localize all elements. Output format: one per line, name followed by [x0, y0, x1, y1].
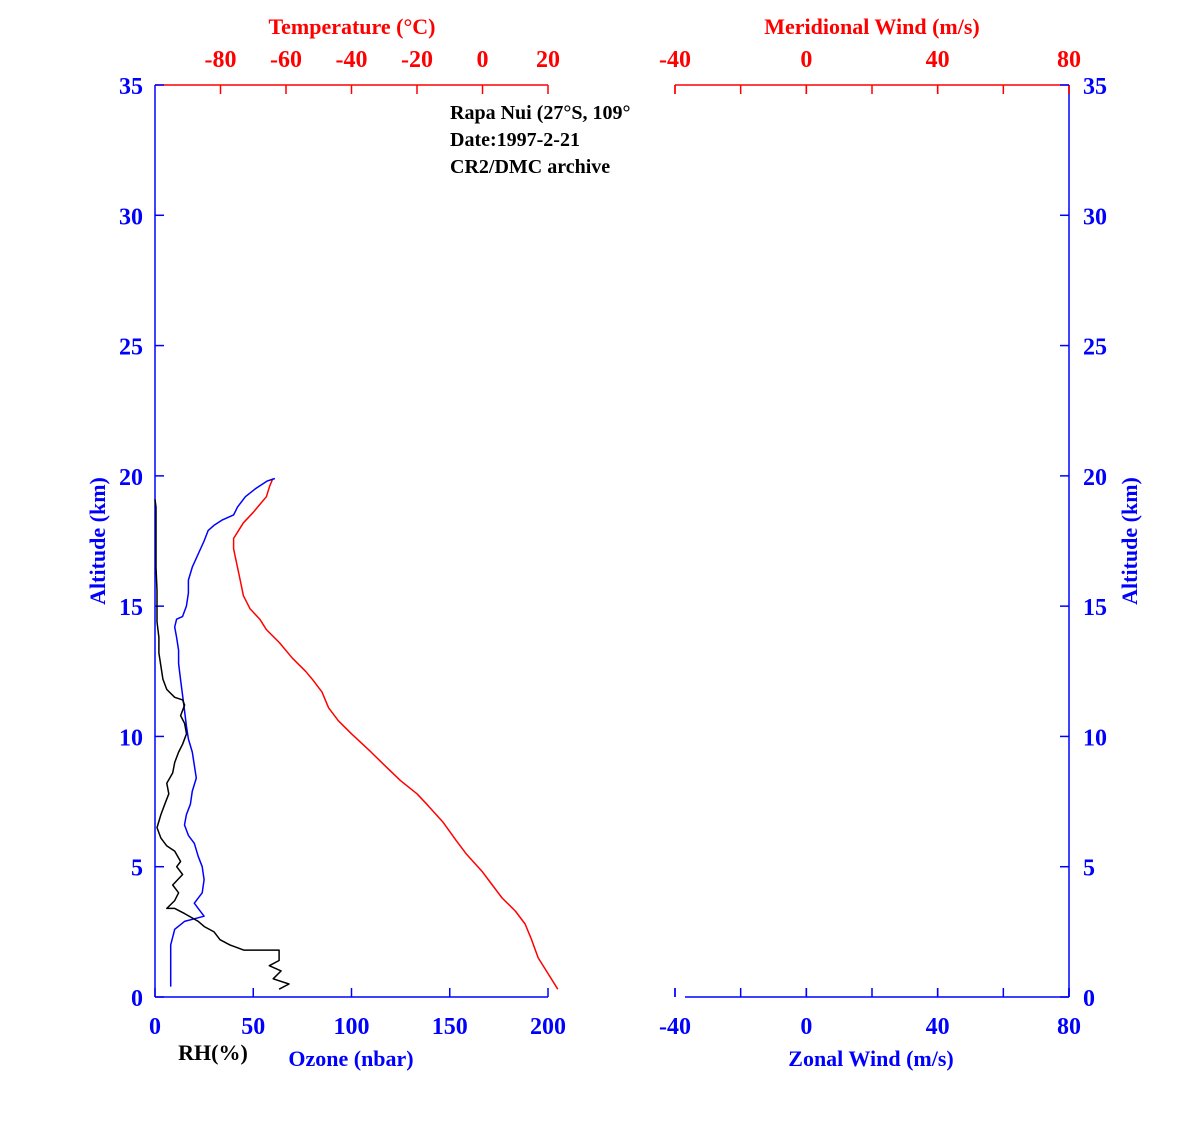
zonal-wind-axis-label: Zonal Wind (m/s)	[788, 1046, 953, 1071]
left-altitude-tick-label: 0	[131, 986, 143, 1012]
meridional-wind-ticks: -40 0 40 80	[659, 47, 1081, 94]
right-altitude-axis-label: Altitude (km)	[1117, 477, 1142, 605]
right-altitude-tick-label: 15	[1083, 595, 1107, 621]
zonal-wind-tick-label: 80	[1057, 1014, 1081, 1040]
right-altitude-tick-label: 10	[1083, 725, 1107, 751]
ozone-axis-label: Ozone (nbar)	[288, 1046, 413, 1071]
left-altitude-ticks: 0 5 10 15 20 25 30 35	[119, 74, 164, 1012]
temperature-tick-label: -20	[401, 47, 433, 73]
left-altitude-tick-label: 35	[119, 74, 143, 100]
temperature-profile-line	[232, 478, 559, 990]
right-altitude-tick-label: 5	[1083, 856, 1095, 882]
left-altitude-tick-label: 30	[119, 204, 143, 230]
right-altitude-ticks: 0 5 10 15 20 25 30 35	[1060, 74, 1107, 1012]
ozone-tick-label: 50	[241, 1014, 265, 1040]
annotation-station: Rapa Nui (27°S, 109°	[450, 102, 630, 124]
annotation-date: Date:1997-2-21	[450, 129, 580, 151]
meridional-wind-tick-label: -40	[659, 47, 691, 73]
ozone-tick-label: 150	[432, 1014, 468, 1040]
temperature-tick-label: 0	[477, 47, 489, 73]
meridional-wind-tick-label: 40	[926, 47, 950, 73]
left-altitude-axis-label: Altitude (km)	[85, 477, 110, 605]
series-layer	[154, 477, 559, 990]
ozone-tick-label: 200	[530, 1014, 566, 1040]
annotation-archive: CR2/DMC archive	[450, 156, 610, 178]
temperature-tick-label: -40	[336, 47, 368, 73]
right-panel: -40 0 40 80 -40 0 40 80 0 5 10 15 20 25 30 35 Meridio…	[659, 14, 1142, 1071]
temperature-tick-label: -60	[270, 47, 302, 73]
ozone-tick-label: 0	[149, 1014, 161, 1040]
meridional-wind-tick-label: 80	[1057, 47, 1081, 73]
left-panel: -80 -60 -40 -20 0 20 0 50 100 150 200 0 5 10 15 20 25 3…	[85, 14, 630, 1071]
left-altitude-tick-label: 10	[119, 725, 143, 751]
temperature-axis-label: Temperature (°C)	[268, 14, 435, 39]
ozone-tick-label: 100	[334, 1014, 370, 1040]
meridional-wind-tick-label: 0	[800, 47, 812, 73]
rh-axis-label: RH(%)	[178, 1040, 248, 1065]
right-altitude-tick-label: 0	[1083, 986, 1095, 1012]
left-altitude-tick-label: 25	[119, 335, 143, 361]
rh-profile-line	[154, 499, 290, 990]
temperature-ticks: -80 -60 -40 -20 0 20	[205, 47, 560, 94]
temperature-tick-label: 20	[536, 47, 560, 73]
zonal-wind-tick-label: 40	[926, 1014, 950, 1040]
ozone-profile-line	[169, 477, 276, 987]
right-altitude-tick-label: 35	[1083, 74, 1107, 100]
zonal-wind-tick-label: 0	[800, 1014, 812, 1040]
temperature-tick-label: -80	[205, 47, 237, 73]
left-altitude-tick-label: 5	[131, 856, 143, 882]
ozone-ticks: 0 50 100 150 200	[149, 988, 566, 1040]
left-altitude-tick-label: 15	[119, 595, 143, 621]
zonal-wind-ticks: -40 0 40 80	[659, 988, 1081, 1040]
right-altitude-tick-label: 25	[1083, 335, 1107, 361]
right-altitude-tick-label: 30	[1083, 204, 1107, 230]
meridional-wind-axis-label: Meridional Wind (m/s)	[764, 14, 980, 39]
left-altitude-tick-label: 20	[119, 465, 143, 491]
right-altitude-tick-label: 20	[1083, 465, 1107, 491]
zonal-wind-tick-label: -40	[659, 1014, 691, 1040]
